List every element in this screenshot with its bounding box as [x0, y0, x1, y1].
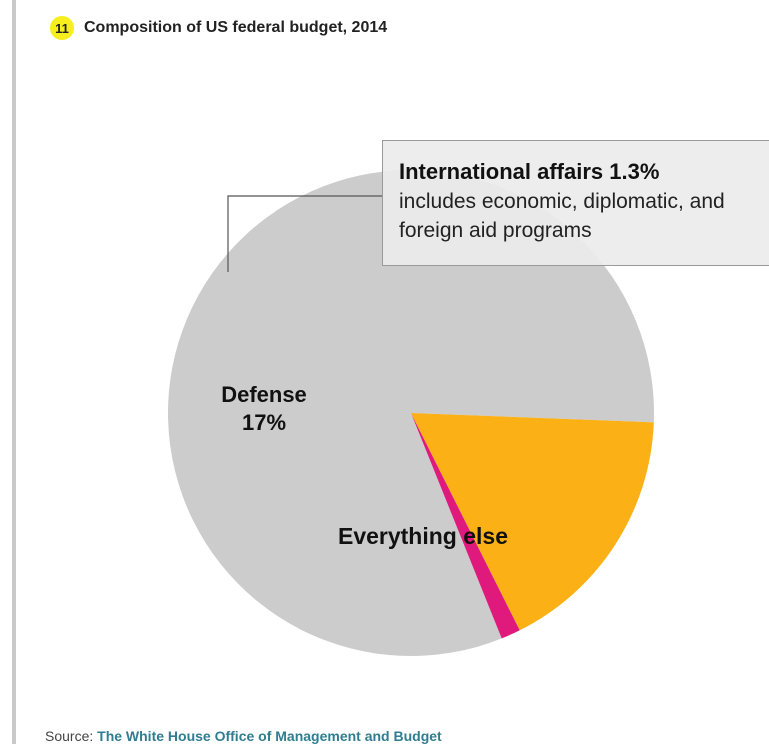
- source-note: Source: The White House Office of Manage…: [45, 728, 442, 744]
- defense-label: Defense: [221, 382, 307, 407]
- chart-heading: 11 Composition of US federal budget, 201…: [50, 16, 387, 40]
- pie-slice-defense: [411, 413, 654, 631]
- defense-value-label: 17%: [242, 410, 286, 435]
- international-affairs-callout: International affairs 1.3% includes econ…: [382, 140, 769, 266]
- callout-description: includes economic, diplomatic, and forei…: [399, 190, 725, 242]
- left-border-rule: [12, 0, 16, 744]
- pie-slice-international-affairs: [411, 413, 520, 639]
- pie-slice-everything-else: [167, 169, 654, 656]
- everything-else-label: Everything else: [338, 523, 508, 549]
- figure-number-badge: 11: [50, 16, 74, 40]
- callout-leader-line: [227, 195, 382, 272]
- source-prefix: Source:: [45, 728, 98, 744]
- source-link[interactable]: The White House Office of Management and…: [97, 728, 442, 744]
- callout-title: International affairs 1.3%: [399, 159, 660, 184]
- chart-title: Composition of US federal budget, 2014: [84, 19, 388, 36]
